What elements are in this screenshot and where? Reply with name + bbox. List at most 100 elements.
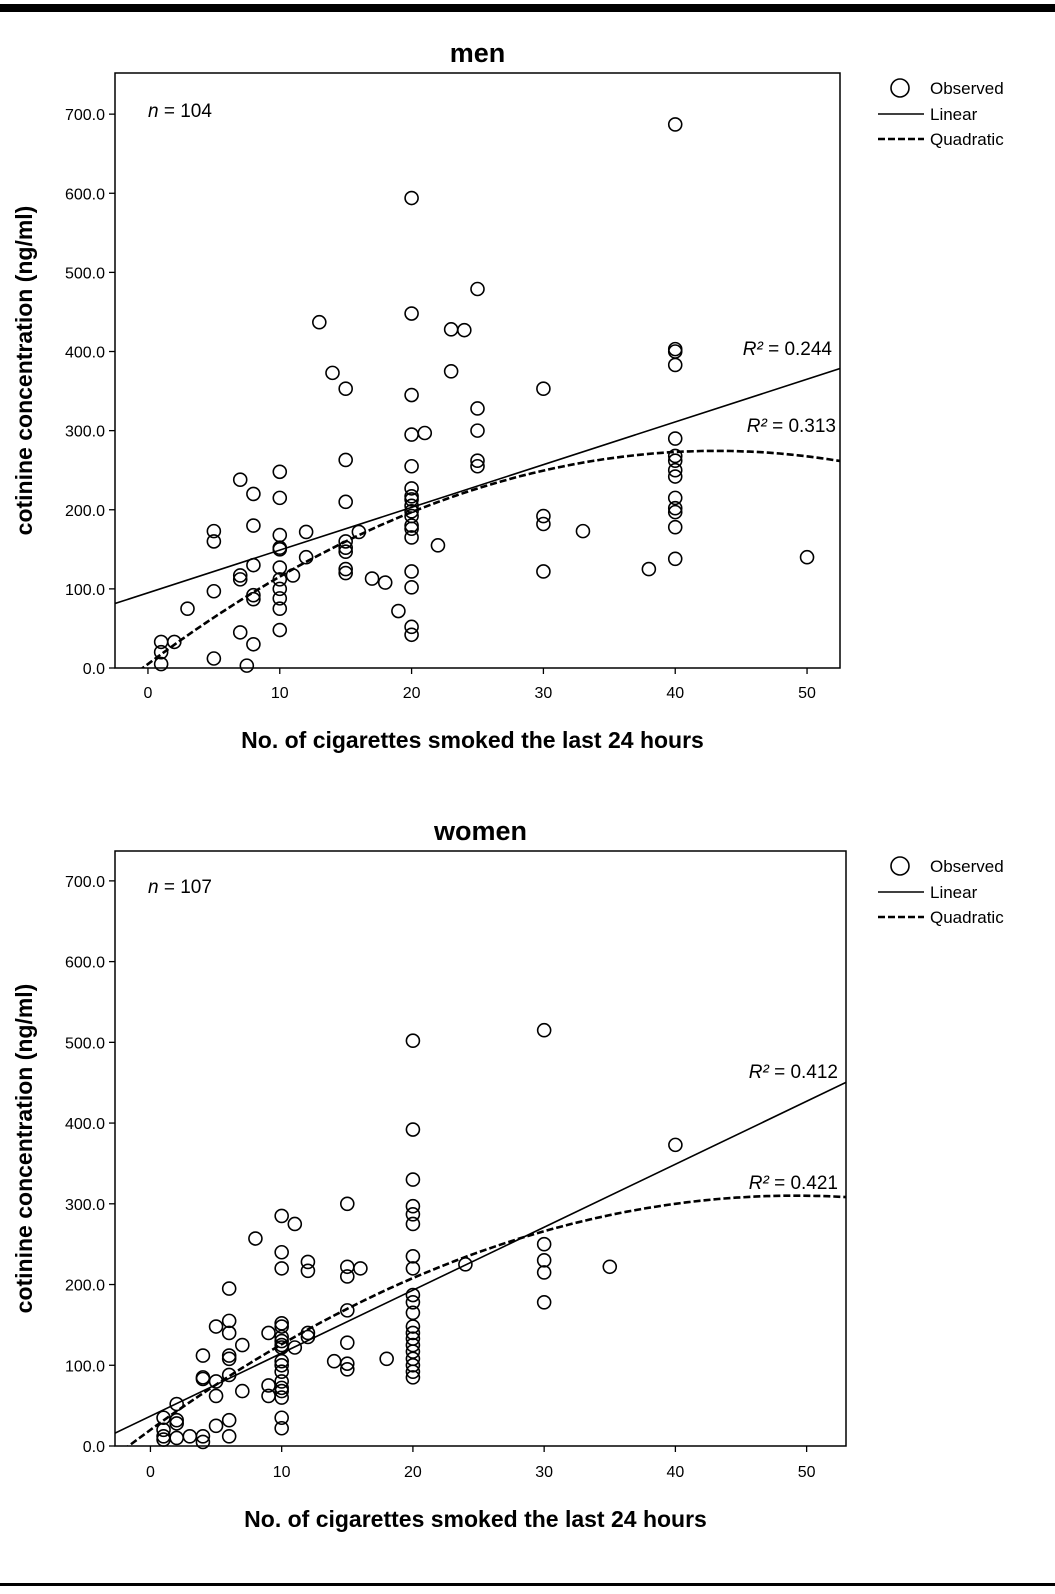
data-point [300,1263,316,1279]
chart-panel-women: women 0.0 100.0 200.0 300.0 400.0 500.0 600.0 70… [11,816,1004,1532]
chart-legend: Observed Linear Quadratic [878,856,1004,927]
data-point [430,538,446,553]
data-point [405,1248,421,1264]
data-point [221,1281,237,1296]
data-point [536,381,551,396]
data-point [169,1430,184,1446]
y-tick-label: 500.0 [65,265,105,282]
data-point [272,581,288,597]
data-point [246,636,261,652]
data-point [405,1198,421,1214]
data-point [246,591,261,607]
data-point [272,622,288,638]
x-axis-title: No. of cigarettes smoked the last 24 hou… [244,1506,707,1532]
data-point [404,481,419,496]
data-point [274,1410,289,1426]
top-rule [0,4,1055,12]
data-point [246,518,261,533]
data-point [206,583,222,599]
data-point [298,524,314,540]
data-point [235,1337,250,1353]
data-point [325,365,340,381]
data-point [405,1287,421,1303]
x-tick-label: 20 [404,1464,422,1481]
data-point [274,1208,289,1224]
data-point [261,1325,276,1341]
y-tick-label: 300.0 [65,424,105,441]
y-tick-label: 200.0 [65,1278,105,1295]
data-point [208,1319,224,1334]
data-point [156,1422,171,1438]
legend-observed-marker [890,78,910,98]
data-point [536,1253,552,1268]
data-point [339,1196,355,1212]
data-point [167,634,182,650]
data-point [602,1259,618,1275]
data-point [536,1022,552,1038]
data-point [206,534,222,549]
data-point [272,601,288,616]
y-tick-label: 600.0 [65,955,105,972]
y-tick-label: 400.0 [65,345,105,362]
data-point [339,1335,355,1350]
data-point [641,561,657,577]
data-point [274,1353,289,1369]
y-axis-title: cotinine concentration (ng/ml) [11,984,37,1314]
data-point [404,627,419,643]
data-point [153,656,169,672]
data-point [221,1325,237,1341]
data-point [404,564,419,579]
data-point [405,1122,421,1137]
data-point [391,603,406,619]
data-point [274,1357,289,1373]
data-point [470,423,485,438]
data-point [195,1348,211,1363]
data-point [364,571,380,586]
data-point [404,504,419,519]
data-point [272,542,288,557]
data-point [339,1356,355,1371]
y-tick-label: 100.0 [65,582,105,599]
data-point [404,306,419,321]
data-point [667,504,683,520]
bottom-rule [0,1583,1055,1586]
data-point [404,458,419,474]
data-point [274,1319,289,1334]
chart-title: men [450,38,506,68]
data-point [405,1370,421,1385]
data-point [404,619,419,635]
data-point [405,1357,421,1373]
data-point [274,1261,289,1276]
x-tick-label: 40 [666,1464,684,1481]
data-point [405,1294,421,1310]
data-point [232,625,248,640]
y-tick-label: 600.0 [65,186,105,203]
data-point [287,1340,303,1355]
data-point [272,490,288,506]
data-point [195,1370,211,1385]
data-point [274,1333,289,1349]
data-point [405,1325,421,1341]
plot-frame [114,72,841,669]
chart-title: women [433,816,527,846]
chart-legend: Observed Linear Quadratic [878,78,1004,149]
y-axis-title: cotinine concentration (ng/ml) [11,206,37,536]
data-point [443,363,459,379]
data-point [377,575,393,590]
y-tick-label: 300.0 [65,1197,105,1214]
data-point [338,381,353,396]
data-point [338,494,353,510]
data-point [667,519,683,535]
data-point [195,1434,211,1450]
data-point [404,387,419,403]
data-point [417,425,433,441]
data-point [404,579,419,595]
linear-fit-line [115,1081,846,1434]
data-point [312,314,327,330]
data-point [667,448,683,464]
data-point [457,322,472,338]
data-point [274,1420,289,1436]
data-point [404,427,419,442]
data-point [232,568,248,583]
data-point [667,117,683,132]
